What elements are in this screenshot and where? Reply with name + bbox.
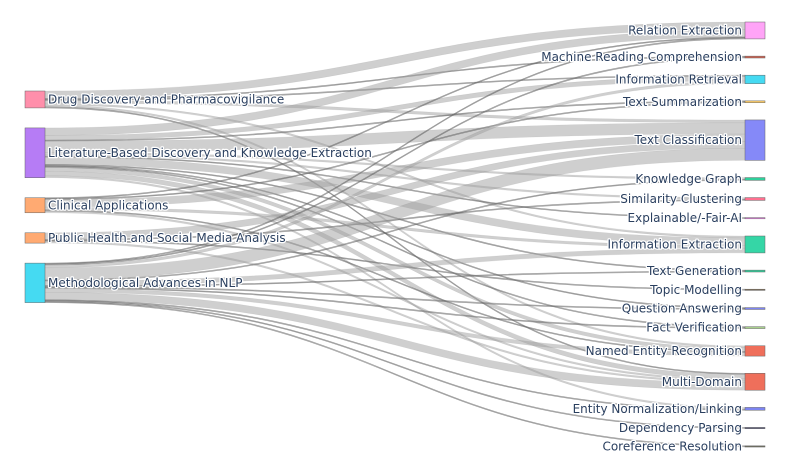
source-node-label: Drug Discovery and Pharmacovigilance <box>48 92 284 106</box>
source-node[interactable] <box>24 90 46 109</box>
labels-layer: Drug Discovery and Pharmacovigilance Lite… <box>47 22 744 454</box>
target-node[interactable] <box>744 373 766 391</box>
target-node-label: Text Classification <box>634 133 742 147</box>
target-node[interactable] <box>744 427 766 429</box>
target-node[interactable] <box>744 74 766 84</box>
target-node[interactable] <box>744 326 766 329</box>
target-node[interactable] <box>744 345 766 357</box>
target-node[interactable] <box>744 21 766 40</box>
source-node[interactable] <box>24 232 46 244</box>
target-node-label: Relation Extraction <box>628 23 742 37</box>
source-node-label: Methodological Advances in NLP <box>48 276 242 290</box>
target-node-label: Knowledge Graph <box>635 172 742 186</box>
source-node[interactable] <box>24 197 46 214</box>
source-node-label: Public Health and Social Media Analysis <box>48 231 286 245</box>
target-node[interactable] <box>744 288 766 291</box>
target-node-label: Explainable/-Fair-AI <box>628 211 742 225</box>
target-node-label: Coreference Resolution <box>602 439 742 453</box>
target-node[interactable] <box>744 269 766 273</box>
target-node-label: Named Entity Recognition <box>586 344 742 358</box>
target-node-label: Text Summarization <box>622 95 742 109</box>
target-node[interactable] <box>744 197 766 201</box>
target-node-label: Information Extraction <box>607 237 742 251</box>
target-node[interactable] <box>744 177 766 181</box>
source-node-label: Clinical Applications <box>48 198 168 212</box>
target-node[interactable] <box>744 407 766 411</box>
target-node-label: Topic Modelling <box>649 283 742 297</box>
target-node[interactable] <box>744 100 766 103</box>
source-node-label: Literature-Based Discovery and Knowledge… <box>48 146 372 160</box>
target-node[interactable] <box>744 307 766 310</box>
target-node[interactable] <box>744 217 766 220</box>
target-node[interactable] <box>744 235 766 254</box>
target-node[interactable] <box>744 55 766 59</box>
target-node-label: Dependency Parsing <box>619 421 742 435</box>
target-node[interactable] <box>744 445 766 448</box>
target-node-label: Entity Normalization/Linking <box>573 402 742 416</box>
source-node[interactable] <box>24 262 46 303</box>
target-node-label: Machine Reading Comprehension <box>541 50 742 64</box>
target-node-label: Question Answering <box>622 302 742 316</box>
target-node-label: Multi-Domain <box>662 375 742 389</box>
target-node-label: Similarity Clustering <box>620 192 742 206</box>
source-node[interactable] <box>24 127 46 178</box>
target-node-label: Fact Verification <box>646 321 742 335</box>
links-layer <box>44 21 746 448</box>
target-node-label: Information Retrieval <box>615 72 742 86</box>
target-node[interactable] <box>744 119 766 161</box>
target-node-label: Text Generation <box>646 264 742 278</box>
nodes-layer <box>24 21 766 448</box>
